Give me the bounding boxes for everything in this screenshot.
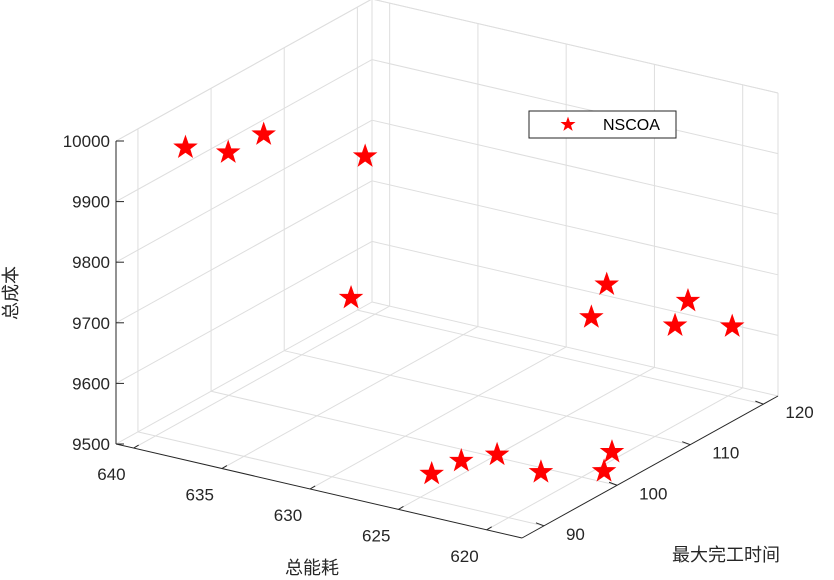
data-point-star	[528, 459, 554, 483]
data-point-star	[449, 448, 474, 472]
grid-line	[133, 305, 390, 449]
x-tick-label: 120	[785, 403, 813, 422]
grid-line	[371, 59, 779, 155]
y-tick-label: 625	[362, 526, 390, 545]
z-axis-label: 总成本	[1, 266, 22, 320]
data-point-star	[599, 439, 625, 463]
y-tick-label: 620	[450, 547, 478, 566]
grid-line	[115, 59, 373, 203]
z-tick-label: 9600	[72, 374, 110, 393]
grid-line	[137, 431, 545, 527]
x-tick-label: 90	[566, 525, 585, 544]
y-axis-label: 总能耗	[285, 558, 339, 579]
data-point-star	[662, 312, 688, 336]
y-tick	[398, 505, 404, 510]
grid-line	[398, 366, 655, 510]
grid-line	[284, 350, 691, 446]
axes-frame	[115, 140, 779, 539]
data-point-star	[338, 284, 364, 309]
legend: NSCOA	[528, 110, 677, 139]
x-axis-label: 最大完工时间	[672, 545, 780, 566]
legend-entry-label: NSCOA	[603, 117, 660, 134]
data-point-star	[419, 460, 444, 485]
data-point-star	[484, 441, 510, 466]
y-tick	[221, 465, 228, 469]
x-tick	[535, 522, 545, 527]
x-tick-label: 110	[712, 444, 739, 463]
grid-line	[221, 326, 479, 469]
grid-line	[309, 346, 567, 490]
grid-line	[371, 119, 779, 215]
data-point-star	[251, 121, 276, 145]
grid-line	[371, 240, 779, 336]
grid-line	[115, 0, 372, 142]
x-tick	[682, 441, 691, 446]
grid-line	[115, 301, 373, 445]
y-tick	[486, 526, 492, 531]
grid-line	[115, 180, 373, 324]
z-tick-label: 9800	[72, 253, 110, 272]
legend-star-icon	[560, 116, 576, 131]
y-tick	[133, 444, 139, 449]
x-tick	[608, 481, 618, 486]
data-point-star	[173, 134, 198, 159]
data-point-star	[352, 143, 378, 167]
data-point-star	[594, 271, 619, 295]
data-points	[173, 121, 745, 485]
grid-line	[374, 0, 779, 94]
y-axis-line	[115, 443, 523, 539]
data-point-star	[675, 287, 701, 312]
grid-line	[115, 240, 373, 384]
y-tick-label: 630	[274, 506, 302, 525]
x-tick	[755, 400, 764, 405]
legend-star-mark	[560, 116, 576, 131]
grid-line	[371, 301, 779, 397]
y-tick	[309, 485, 316, 490]
y-tick-label: 635	[186, 486, 214, 505]
legend-box	[528, 110, 677, 139]
grid-line	[371, 180, 779, 276]
data-point-star	[215, 139, 241, 163]
data-point-star	[591, 458, 617, 482]
z-tick-label: 9500	[72, 435, 110, 454]
x-axis-line	[521, 395, 779, 539]
y-tick-label: 640	[97, 465, 125, 484]
z-tick-label: 9700	[72, 314, 110, 333]
z-tick-label: 10000	[63, 132, 110, 151]
data-point-star	[719, 313, 745, 337]
grid-line	[357, 309, 764, 405]
grid-line	[115, 119, 373, 263]
tick-labels: 90 100 110 120 620 625 630 635 640 9500 9600 9700 98…	[63, 132, 814, 566]
grid-line	[210, 390, 618, 486]
x-tick-label: 100	[639, 484, 667, 503]
z-tick-label: 9900	[72, 193, 110, 212]
data-point-star	[579, 304, 604, 328]
grid-lines	[115, 0, 779, 531]
